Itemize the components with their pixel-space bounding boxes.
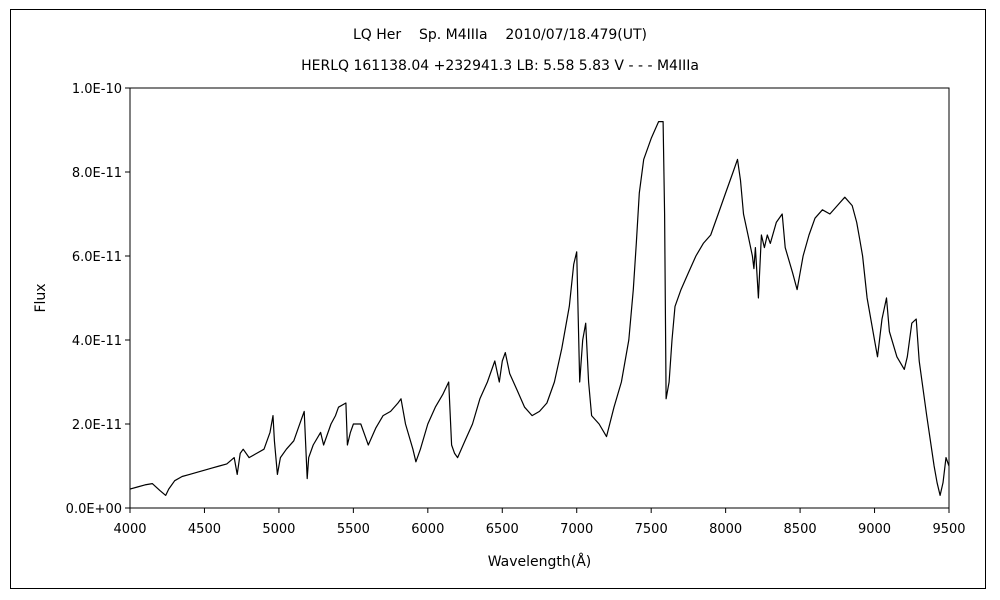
chart-title: LQ Her Sp. M4IIIa 2010/07/18.479(UT) (353, 27, 647, 43)
x-tick-label: 7000 (560, 522, 593, 537)
y-axis-label: Flux (33, 283, 49, 312)
spectrum-line (129, 120, 950, 496)
x-tick-label: 4000 (113, 522, 146, 537)
x-tick-label: 6500 (486, 522, 519, 537)
y-tick-label: 6.0E-11 (72, 250, 122, 265)
x-tick-label: 7500 (635, 522, 668, 537)
x-tick-label: 6000 (411, 522, 444, 537)
y-tick-label: 4.0E-11 (72, 334, 122, 349)
x-axis-label: Wavelength(Å) (488, 553, 592, 570)
x-tick-label: 8000 (709, 522, 742, 537)
y-tick-label: 8.0E-11 (72, 166, 122, 181)
chart-frame (10, 9, 986, 589)
chart-subtitle: HERLQ 161138.04 +232941.3 LB: 5.58 5.83 … (301, 58, 699, 74)
plot-area (129, 87, 950, 509)
x-tick-label: 9500 (932, 522, 965, 537)
x-tick-label: 5000 (262, 522, 295, 537)
x-tick-label: 9000 (858, 522, 891, 537)
y-tick-label: 0.0E+00 (66, 502, 122, 517)
y-tick-label: 2.0E-11 (72, 418, 122, 433)
y-tick-label: 1.0E-10 (72, 82, 122, 97)
x-tick-label: 4500 (188, 522, 221, 537)
x-tick-label: 5500 (337, 522, 370, 537)
x-tick-label: 8500 (784, 522, 817, 537)
